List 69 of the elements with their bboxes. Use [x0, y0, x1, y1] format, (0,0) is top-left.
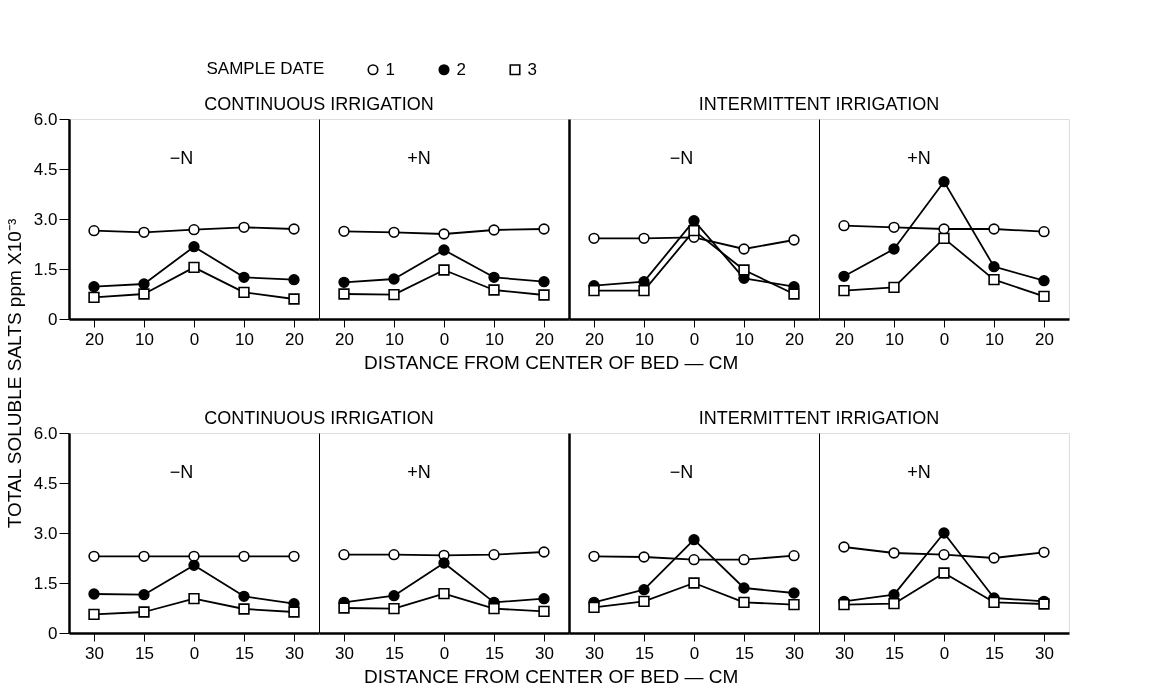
x-tick-label: 10 — [635, 329, 654, 349]
x-tick-label: 0 — [439, 329, 450, 349]
x-tick-label: 15 — [385, 643, 404, 663]
y-tick-label: 6.0 — [33, 423, 58, 443]
x-tick-label: 15 — [135, 643, 154, 663]
x-tick-label: 10 — [135, 329, 154, 349]
x-axis-title: DISTANCE FROM CENTER OF BED — CM — [363, 665, 739, 687]
x-axis-title: DISTANCE FROM CENTER OF BED — CM — [363, 351, 739, 373]
text: −N — [169, 462, 194, 482]
legend-label: 3 — [527, 59, 537, 79]
y-tick-label: 4.5 — [33, 473, 58, 493]
x-tick-label: 0 — [689, 329, 700, 349]
text: +N — [407, 462, 431, 482]
x-tick-label: 30 — [1035, 643, 1054, 663]
x-tick-label: 15 — [485, 643, 504, 663]
x-tick-label: 10 — [385, 329, 404, 349]
x-tick-label: 10 — [885, 329, 904, 349]
x-tick-label: 10 — [235, 329, 254, 349]
x-tick-label: 0 — [689, 643, 700, 663]
text: CONTINUOUS IRRIGATION — [204, 408, 434, 428]
y-tick-label: 6.0 — [33, 109, 58, 129]
y-tick-label: 1.5 — [33, 573, 58, 593]
x-tick-label: 10 — [485, 329, 504, 349]
x-tick-label: 15 — [735, 643, 754, 663]
x-tick-label: 20 — [1035, 329, 1054, 349]
text: −N — [169, 148, 194, 168]
x-tick-label: 30 — [85, 643, 104, 663]
x-tick-label: 0 — [939, 643, 950, 663]
legend-label: 1 — [385, 59, 395, 79]
text: +N — [907, 148, 931, 168]
text: −N — [669, 148, 694, 168]
x-tick-label: 30 — [585, 643, 604, 663]
x-tick-label: 0 — [189, 643, 200, 663]
legend-label: 2 — [456, 59, 466, 79]
x-tick-label: 0 — [939, 329, 950, 349]
x-tick-label: 30 — [335, 643, 354, 663]
x-tick-label: 20 — [535, 329, 554, 349]
y-tick-label: 0 — [48, 309, 58, 329]
x-tick-label: 20 — [835, 329, 854, 349]
x-tick-label: 30 — [835, 643, 854, 663]
x-tick-label: 20 — [585, 329, 604, 349]
y-tick-label: 3.0 — [33, 209, 58, 229]
text: −N — [669, 462, 694, 482]
x-tick-label: 10 — [735, 329, 754, 349]
y-tick-label: 4.5 — [33, 159, 58, 179]
x-tick-label: 0 — [189, 329, 200, 349]
x-tick-label: 20 — [785, 329, 804, 349]
x-tick-label: 30 — [285, 643, 304, 663]
x-tick-label: 15 — [635, 643, 654, 663]
y-tick-label: 1.5 — [33, 259, 58, 279]
text: CONTINUOUS IRRIGATION — [204, 94, 434, 114]
x-tick-label: 10 — [985, 329, 1004, 349]
x-tick-label: 20 — [85, 329, 104, 349]
x-tick-label: 30 — [535, 643, 554, 663]
x-tick-label: 0 — [439, 643, 450, 663]
text: INTERMITTENT IRRIGATION — [698, 94, 940, 114]
x-tick-label: 20 — [285, 329, 304, 349]
text: +N — [907, 462, 931, 482]
text: +N — [407, 148, 431, 168]
x-tick-label: 30 — [785, 643, 804, 663]
x-tick-label: 15 — [885, 643, 904, 663]
x-tick-label: 15 — [985, 643, 1004, 663]
y-tick-label: 0 — [48, 623, 58, 643]
y-axis-title: TOTAL SOLUBLE SALTS ppm X10⁻³ — [3, 218, 25, 529]
text: INTERMITTENT IRRIGATION — [698, 408, 940, 428]
y-tick-label: 3.0 — [33, 523, 58, 543]
x-tick-label: 20 — [335, 329, 354, 349]
x-tick-label: 15 — [235, 643, 254, 663]
legend-title: SAMPLE DATE — [206, 59, 325, 78]
